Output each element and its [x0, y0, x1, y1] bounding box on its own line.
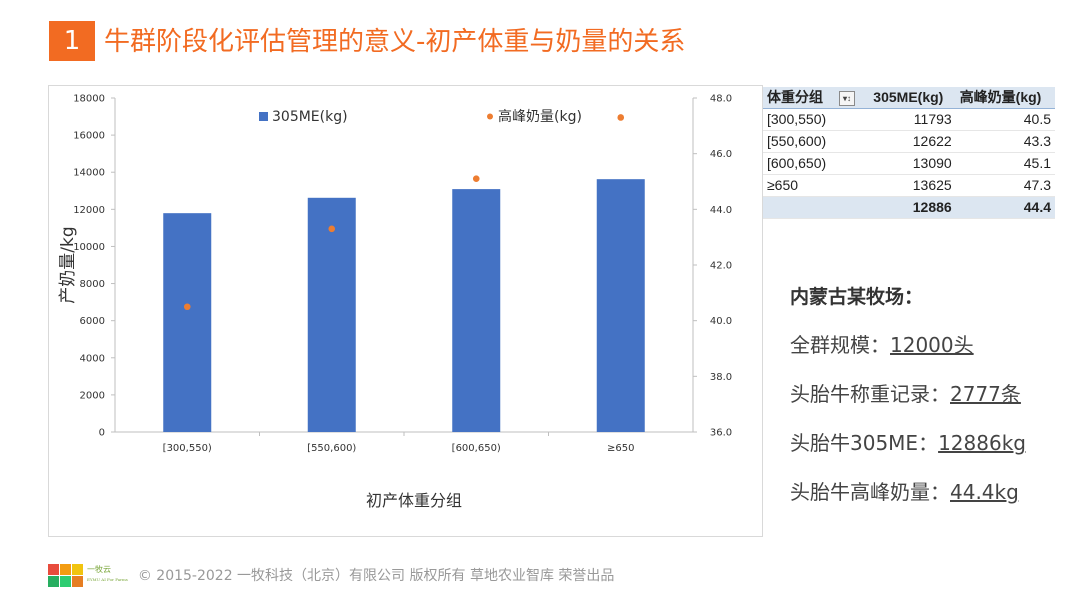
stat-value: 12886kg: [938, 431, 1026, 455]
cell-peak: 45.1: [955, 152, 1055, 175]
legend-swatch-peak: [487, 113, 493, 120]
cell-peak: 47.3: [955, 174, 1055, 197]
bar-305me: [307, 197, 356, 432]
point-peak-milk: [617, 114, 625, 121]
y-tick-label: 4000: [80, 353, 105, 364]
legend-label-305me: 305ME(kg): [272, 109, 348, 125]
cell-peak: 40.5: [955, 108, 1055, 131]
cell-peak: 43.3: [955, 130, 1055, 153]
header-weight-group[interactable]: 体重分组 ▾↕: [763, 87, 870, 109]
logo-tile: [60, 563, 71, 575]
table-header-row: 体重分组 ▾↕ 305ME(kg) 高峰奶量(kg): [763, 87, 1055, 109]
y-tick-label: 14000: [73, 168, 105, 179]
stat-peak-milk: 头胎牛高峰奶量：44.4kg: [790, 476, 1019, 505]
y-axis-title: 产奶量/kg: [58, 226, 78, 303]
stat-label: 头胎牛称重记录：: [790, 382, 950, 406]
y2-tick-label: 36.0: [710, 428, 732, 439]
table-row: ≥650 13625 47.3: [763, 174, 1055, 197]
copyright-text: © 2015-2022 一牧科技（北京）有限公司 版权所有 草地农业智库 荣誉出…: [137, 568, 615, 584]
stat-label: 头胎牛高峰奶量：: [790, 480, 950, 504]
y-tick-label: 18000: [73, 94, 105, 105]
y2-tick-label: 44.0: [710, 205, 732, 216]
y-tick-label: 10000: [73, 242, 105, 253]
stat-label: 全群规模：: [790, 333, 890, 357]
y2-tick-label: 46.0: [710, 149, 732, 160]
filter-dropdown-icon[interactable]: ▾↕: [839, 90, 855, 106]
y2-tick-label: 40.0: [710, 316, 732, 327]
stat-weigh-records: 头胎牛称重记录：2777条: [790, 378, 1021, 407]
y2-tick-label: 42.0: [710, 261, 732, 272]
legend-label-peak: 高峰奶量(kg): [498, 108, 582, 125]
cell-305me: 11793: [869, 108, 956, 131]
legend-swatch-305me: [259, 112, 268, 121]
cell-group: [600,650): [763, 152, 870, 175]
stat-value: 44.4kg: [950, 480, 1019, 504]
table-total-row: 12886 44.4: [763, 196, 1055, 219]
combo-chart: 0 2000 4000 6000 8000 10000 12000 14000 16000 180…: [58, 94, 732, 511]
x-tick-label: ≥650: [607, 443, 634, 454]
cell-305me: 13090: [869, 152, 956, 175]
bar-305me: [452, 189, 501, 432]
y-tick-label: 8000: [80, 279, 105, 290]
y-tick-label: 0: [99, 428, 105, 439]
slide-number-badge: 1: [49, 21, 95, 61]
y-tick-label: 2000: [80, 390, 105, 401]
footer: 一牧云 EYMU AI For Farms © 2015-2022 一牧科技（北京…: [48, 562, 614, 588]
x-tick-label: [600,650): [452, 443, 501, 454]
cell-total-peak: 44.4: [955, 196, 1055, 219]
slide-title: 牛群阶段化评估管理的意义-初产体重与奶量的关系: [104, 27, 686, 57]
logo-tile: [72, 563, 83, 575]
x-tick-label: [550,600): [307, 443, 356, 454]
logo-tile: [60, 575, 71, 587]
pivot-table: 体重分组 ▾↕ 305ME(kg) 高峰奶量(kg) [300,550) 1179…: [763, 87, 1055, 219]
cell-305me: 12622: [869, 130, 956, 153]
bar-305me: [163, 213, 212, 432]
x-axis-title: 初产体重分组: [366, 491, 462, 510]
header-peak-milk: 高峰奶量(kg): [955, 87, 1055, 109]
point-peak-milk: [183, 303, 191, 311]
stat-value: 12000头: [890, 333, 974, 357]
cell-total-305me: 12886: [869, 196, 956, 219]
y-tick-label: 6000: [80, 316, 105, 327]
table-row: [550,600) 12622 43.3: [763, 130, 1055, 153]
logo-tile: [48, 575, 59, 587]
stat-305me: 头胎牛305ME：12886kg: [790, 427, 1026, 456]
stat-herd-size: 全群规模：12000头: [790, 329, 974, 358]
company-logo: [48, 563, 83, 587]
logo-tile: [72, 575, 83, 587]
header-305me: 305ME(kg): [869, 87, 956, 109]
logo-wordmark: 一牧云 EYMU AI For Farms: [87, 565, 128, 582]
point-peak-milk: [472, 175, 480, 183]
y2-tick-label: 48.0: [710, 94, 732, 105]
point-peak-milk: [328, 225, 336, 233]
cell-group: [550,600): [763, 130, 870, 153]
stat-value: 2777条: [950, 382, 1021, 406]
logo-tile: [48, 563, 59, 575]
cell-group: ≥650: [763, 174, 870, 197]
cell-total-label: [763, 196, 870, 219]
x-tick-label: [300,550): [163, 443, 212, 454]
bar-305me: [596, 179, 645, 432]
table-row: [300,550) 11793 40.5: [763, 108, 1055, 131]
farm-title: 内蒙古某牧场：: [790, 286, 924, 308]
cell-305me: 13625: [869, 174, 956, 197]
y-tick-label: 16000: [73, 131, 105, 142]
cell-group: [300,550): [763, 108, 870, 131]
stat-label: 头胎牛305ME：: [790, 431, 939, 455]
table-row: [600,650) 13090 45.1: [763, 152, 1055, 175]
y2-tick-label: 38.0: [710, 372, 732, 383]
chart-frame: 0 2000 4000 6000 8000 10000 12000 14000 16000 180…: [48, 85, 763, 537]
y-tick-label: 12000: [73, 205, 105, 216]
